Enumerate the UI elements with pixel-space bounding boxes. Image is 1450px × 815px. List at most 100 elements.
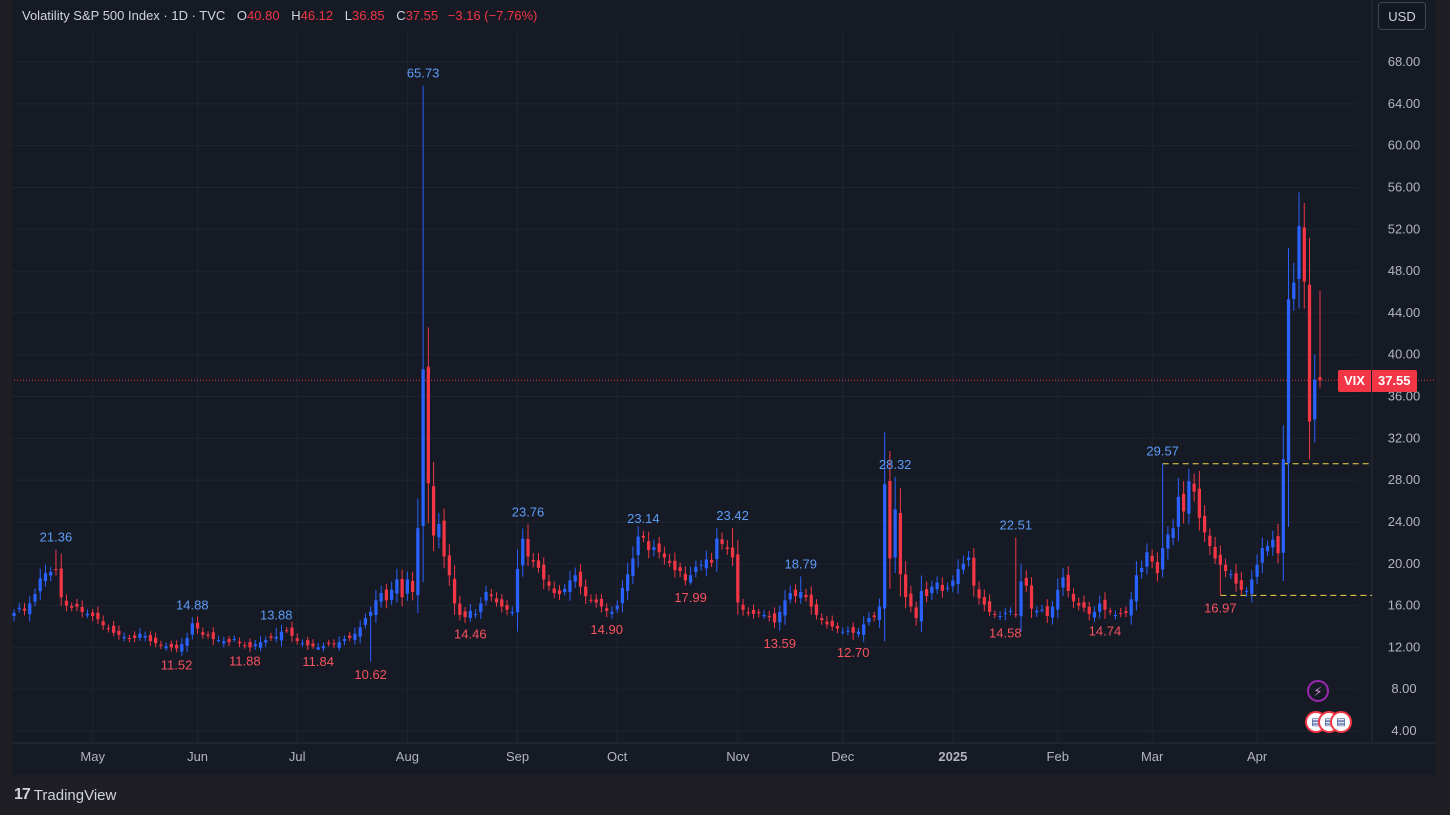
annotation-label: 13.59: [763, 636, 796, 651]
y-tick-label: 4.00: [1391, 723, 1416, 738]
candle-body: [615, 605, 619, 610]
x-tick-label: Nov: [726, 749, 750, 764]
candle-body: [1071, 593, 1076, 602]
candle-body: [1244, 590, 1249, 592]
candle-body: [174, 644, 179, 649]
candle-body: [227, 639, 231, 643]
candle-body: [867, 618, 871, 623]
annotation-label: 23.42: [716, 508, 749, 523]
candle-body: [961, 563, 965, 570]
candle-body: [216, 640, 221, 642]
candle-body: [1213, 546, 1217, 559]
candle-body: [883, 484, 887, 609]
candle-body: [96, 612, 100, 620]
annotation-label: 22.51: [1000, 518, 1033, 533]
candle-body: [709, 559, 714, 563]
candle-body: [1208, 535, 1212, 546]
candle-body: [1297, 226, 1301, 280]
candle-body: [526, 539, 530, 557]
candle-body: [930, 586, 934, 594]
candle-body: [715, 538, 719, 560]
candle-body: [919, 590, 924, 622]
us-flag-icon[interactable]: ▤: [1330, 711, 1352, 733]
candle-body: [893, 509, 897, 558]
candle-body: [778, 611, 782, 623]
tradingview-logo[interactable]: 17: [14, 786, 31, 803]
candle-body: [1161, 548, 1165, 570]
annotation-label: 16.97: [1204, 600, 1237, 615]
candle-body: [599, 598, 604, 607]
candle-body: [1008, 610, 1013, 612]
candle-body: [935, 582, 939, 590]
y-tick-label: 68.00: [1388, 54, 1421, 69]
candle-body: [940, 584, 944, 591]
candle-body: [557, 590, 562, 595]
candle-body: [977, 589, 981, 599]
candle-body: [426, 366, 430, 484]
price-badge-value: 37.55: [1371, 370, 1417, 392]
price-badge: VIX 37.55: [1338, 370, 1417, 392]
x-tick-label: Aug: [396, 749, 419, 764]
candle-body: [348, 635, 352, 638]
candle-body: [437, 524, 441, 538]
candle-body: [290, 627, 294, 636]
candle-body: [222, 641, 226, 644]
candle-body: [1239, 580, 1243, 590]
candle-body: [1250, 579, 1254, 594]
candle-body: [626, 574, 630, 591]
candle-body: [1313, 379, 1317, 420]
annotation-label: 14.46: [454, 627, 487, 642]
candle-body: [945, 587, 950, 589]
annotation-label: 11.84: [302, 654, 334, 669]
chart-area[interactable]: 68.00 64.00 60.00 56.00 52.00 48.00 44.00 40.00…: [12, 0, 1436, 775]
candle-body: [515, 568, 520, 613]
candle-body: [972, 557, 976, 586]
candle-body: [1024, 577, 1028, 586]
candle-body: [1087, 606, 1091, 614]
candle-body: [762, 614, 766, 617]
annotation-label: 21.36: [40, 530, 73, 545]
candle-body: [993, 613, 997, 615]
candle-body: [772, 613, 777, 623]
candle-body: [835, 625, 840, 629]
candle-body: [898, 513, 903, 575]
candlestick-chart[interactable]: 68.00 64.00 60.00 56.00 52.00 48.00 44.00 40.00…: [12, 0, 1436, 775]
candle-body: [699, 564, 703, 566]
candle-body: [846, 630, 850, 632]
y-tick-label: 32.00: [1388, 430, 1421, 445]
candle-body: [327, 642, 331, 644]
price-badge-symbol: VIX: [1338, 370, 1371, 392]
currency-button[interactable]: USD: [1378, 2, 1426, 30]
candle-body: [316, 647, 320, 650]
candle-body: [421, 369, 425, 526]
candle-body: [54, 568, 58, 571]
candle-body: [363, 618, 368, 625]
candle-body: [353, 633, 357, 640]
candle-body: [169, 643, 173, 648]
y-tick-label: 64.00: [1388, 96, 1421, 111]
candle-body: [1045, 606, 1049, 617]
candle-body: [148, 635, 152, 642]
legend-high-label: H: [291, 8, 301, 23]
legend-title: Volatility S&P 500 Index · 1D · TVC: [22, 8, 226, 23]
candle-body: [536, 560, 541, 568]
candle-body: [1265, 545, 1270, 552]
lightning-icon[interactable]: ⚡: [1307, 680, 1329, 702]
candle-body: [1150, 555, 1154, 562]
legend-close-label: C: [396, 8, 406, 23]
candle-body: [605, 608, 609, 611]
legend-low-label: L: [344, 8, 353, 23]
candle-body: [237, 641, 242, 644]
candle-body: [342, 639, 347, 642]
candle-body: [673, 560, 677, 571]
candle-body: [138, 633, 142, 638]
candle-body: [725, 547, 729, 550]
candle-body: [683, 573, 687, 581]
annotation-label: 18.79: [784, 556, 817, 571]
tradingview-brand[interactable]: TradingView: [33, 786, 117, 804]
candle-body: [274, 636, 278, 639]
candle-body: [631, 558, 635, 576]
legend-open-label: O: [236, 8, 248, 23]
candle-body: [369, 611, 373, 616]
candle-body: [1014, 614, 1018, 616]
